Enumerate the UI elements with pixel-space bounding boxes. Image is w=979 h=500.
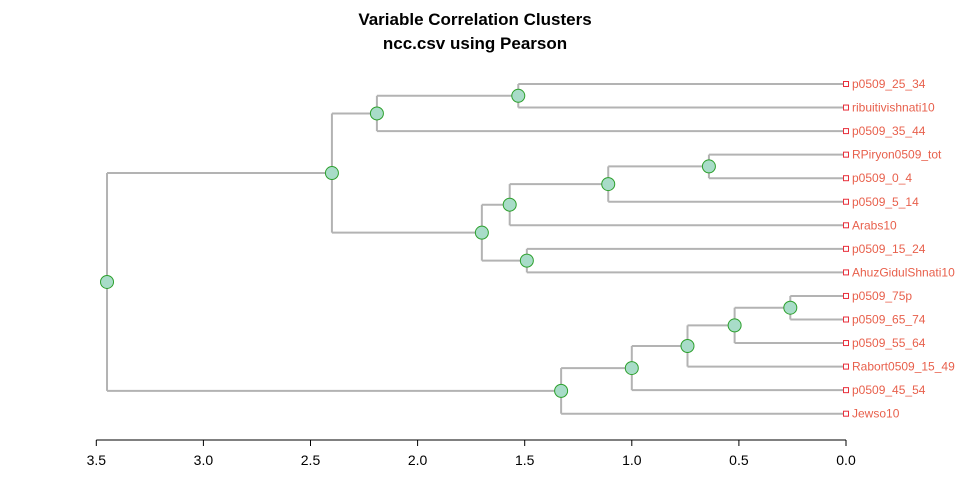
leaf-marker	[843, 128, 849, 135]
merge-node-n13	[554, 383, 569, 398]
leaf-label: RPiryon0509_tot	[852, 148, 942, 162]
x-tick-label: 2.0	[408, 452, 428, 468]
merge-node-n6	[519, 253, 534, 268]
x-tick-label: 0.0	[836, 452, 856, 468]
merge-node-n9	[783, 300, 798, 315]
leaf-marker	[843, 387, 849, 394]
merge-node-n12	[624, 361, 639, 376]
x-tick-label: 1.5	[515, 452, 535, 468]
leaf-marker	[843, 245, 849, 252]
leaf-marker	[843, 410, 849, 417]
branch-lines	[106, 83, 846, 415]
merge-node-n2	[369, 106, 384, 121]
leaf-marker	[843, 316, 849, 323]
chart-title: Variable Correlation Clusters	[358, 10, 591, 29]
merge-node-n7	[474, 225, 489, 240]
leaf-marker	[843, 269, 849, 276]
merge-node-n5	[502, 197, 517, 212]
leaf-label: p0509_5_14	[852, 195, 919, 209]
leaf-label: p0509_75p	[852, 289, 912, 303]
merge-node-n14	[100, 274, 115, 289]
leaf-label: p0509_25_34	[852, 77, 926, 91]
leaf-marker	[843, 175, 849, 182]
leaf-label: p0509_55_64	[852, 336, 926, 350]
leaf-marker	[843, 363, 849, 370]
x-tick-label: 1.0	[622, 452, 642, 468]
merge-node-n4	[601, 177, 616, 192]
leaf-label: p0509_45_54	[852, 383, 926, 397]
x-axis: 3.5 3.0 2.5 2.0 1.5 1.0 0.5 0.0	[87, 439, 856, 468]
leaf-label: AhuzGidulShnati10	[852, 265, 955, 279]
merge-node-n1	[511, 88, 526, 103]
chart-subtitle: ncc.csv using Pearson	[383, 34, 567, 53]
merge-node-n8	[324, 166, 339, 181]
leaf-marker	[843, 151, 849, 158]
x-tick-label: 2.5	[301, 452, 321, 468]
merge-node-n11	[680, 338, 695, 353]
merge-node-n10	[727, 318, 742, 333]
leaf-label: ribuitivishnati10	[852, 101, 935, 115]
x-tick-label: 3.0	[194, 452, 214, 468]
leaf-label: Rabort0509_15_49	[852, 360, 955, 374]
leaf-marker	[843, 222, 849, 229]
leaf-marker	[843, 340, 849, 347]
merge-nodes	[100, 88, 798, 398]
leaf-label: p0509_0_4	[852, 171, 912, 185]
leaf-labels: p0509_25_34 ribuitivishnati10 p0509_35_44 R…	[843, 77, 955, 421]
leaf-label: p0509_15_24	[852, 242, 926, 256]
leaf-marker	[843, 104, 849, 111]
leaf-label: p0509_35_44	[852, 124, 926, 138]
leaf-marker	[843, 292, 849, 299]
leaf-marker	[843, 81, 849, 87]
merge-node-n3	[701, 159, 716, 174]
leaf-label: p0509_65_74	[852, 313, 926, 327]
x-tick-label: 3.5	[87, 452, 107, 468]
x-tick-label: 0.5	[729, 452, 749, 468]
leaf-label: Arabs10	[852, 218, 897, 232]
leaf-label: Jewso10	[852, 407, 900, 421]
leaf-marker	[843, 198, 849, 205]
